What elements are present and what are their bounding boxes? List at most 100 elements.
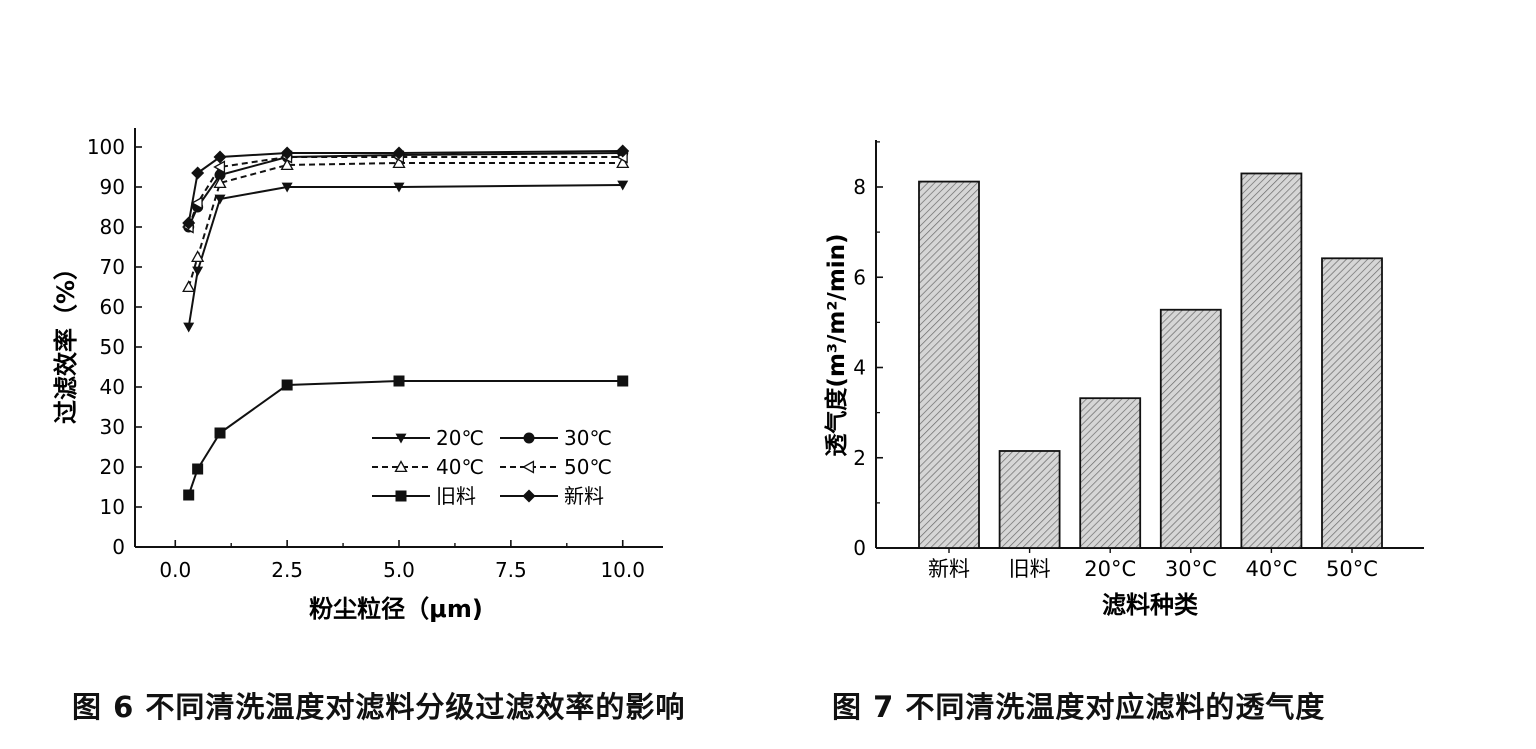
line-chart-y-tick-label: 60 <box>100 295 125 319</box>
figure-6-caption: 图 6 不同清洗温度对滤料分级过滤效率的影响 <box>72 690 686 724</box>
bar-1 <box>998 450 1061 549</box>
line-chart-y-tick-label: 100 <box>87 135 125 159</box>
legend-entry: 20℃ <box>372 426 484 450</box>
bar-chart-category-label: 20°C <box>1084 557 1136 581</box>
legend-swatch-marker <box>395 433 407 444</box>
line-chart-data-point <box>183 489 195 501</box>
line-chart-series-2 <box>182 156 630 293</box>
line-chart-data-point <box>617 375 629 387</box>
bar-chart-y-tick-label: 8 <box>853 175 866 199</box>
legend-label: 30℃ <box>564 426 612 450</box>
legend-label: 50℃ <box>564 455 612 479</box>
bar-0 <box>918 180 980 549</box>
line-chart-series-4 <box>183 375 629 501</box>
line-chart-data-point <box>213 150 227 164</box>
line-chart-x-axis-label: 粉尘粒径（μm) <box>309 595 483 623</box>
line-chart-series-0 <box>183 180 629 333</box>
line-chart-ticks: 0 10 20 30 40 50 60 70 80 90 100 0.0 2.5 5.0 7.5 10.0 <box>87 135 645 582</box>
line-chart-x-tick-label: 2.5 <box>271 558 303 582</box>
line-chart-data-point <box>213 160 226 174</box>
line-chart-y-tick-label: 70 <box>100 255 125 279</box>
line-chart-data-point <box>182 216 196 230</box>
bar-chart-y-tick-label: 0 <box>853 536 866 560</box>
legend-entry: 旧料 <box>372 484 476 508</box>
line-chart-y-tick-label: 90 <box>100 175 125 199</box>
line-chart-y-axis-label: 过滤效率（%） <box>52 256 80 424</box>
bar-chart-x-axis-label: 滤料种类 <box>1102 591 1199 619</box>
line-chart-data-point <box>182 280 196 293</box>
line-chart-y-tick-label: 10 <box>100 495 125 519</box>
bar-chart-air-permeability: 0 2 4 6 8 新料 旧料 20°C 30°C 40°C 50°C 滤料种类 透气度(m³/m²… <box>823 140 1424 619</box>
legend-entry: 新料 <box>500 484 604 508</box>
line-chart-data-point <box>191 166 205 180</box>
line-chart-x-tick-label: 0.0 <box>159 558 191 582</box>
line-chart-series-line <box>187 150 623 224</box>
line-chart-data-point <box>190 196 203 210</box>
line-chart-y-tick-label: 0 <box>112 535 125 559</box>
bar-chart-ticks: 0 2 4 6 8 新料 旧料 20°C 30°C 40°C 50°C <box>853 141 1378 581</box>
line-chart-data-point <box>192 463 204 475</box>
line-chart-x-tick-label: 10.0 <box>600 558 645 582</box>
line-chart-data-point <box>616 144 630 158</box>
line-chart-data-point <box>280 146 294 160</box>
legend-entry: 40℃ <box>372 455 484 479</box>
line-chart-x-tick-label: 5.0 <box>383 558 415 582</box>
line-chart-filtration-efficiency: 0 10 20 30 40 50 60 70 80 90 100 0.0 2.5 5.0 7.5 10.0 2… <box>52 128 663 623</box>
line-chart-series-line <box>187 156 623 228</box>
line-chart-data-point <box>393 375 405 387</box>
line-chart-series-1 <box>183 147 629 233</box>
line-chart-data-point <box>393 182 405 193</box>
bar-4 <box>1240 172 1303 549</box>
legend-label: 20℃ <box>436 426 484 450</box>
legend-label: 旧料 <box>436 484 476 508</box>
line-chart-data-point <box>191 250 205 263</box>
legend-swatch-marker <box>522 460 535 474</box>
line-chart-series-5 <box>182 144 630 230</box>
line-chart-y-tick-label: 40 <box>100 375 125 399</box>
line-chart-x-tick-label: 7.5 <box>495 558 527 582</box>
bar-chart-category-label: 50°C <box>1326 557 1378 581</box>
bar-chart-category-label: 40°C <box>1245 557 1297 581</box>
line-chart-data-point <box>616 156 630 169</box>
legend-swatch-marker <box>394 460 408 473</box>
line-chart-series-line <box>187 162 623 288</box>
legend-swatch-marker <box>523 432 535 444</box>
line-chart-data-point <box>213 176 227 189</box>
line-chart-data-point <box>214 194 226 205</box>
bar-chart-y-tick-label: 4 <box>853 356 866 380</box>
line-chart-series <box>181 144 630 501</box>
line-chart-data-point <box>214 427 226 439</box>
legend-entry: 50℃ <box>500 455 612 479</box>
line-chart-series-line <box>187 152 623 228</box>
line-chart-y-tick-label: 20 <box>100 455 125 479</box>
bar-2 <box>1079 397 1142 549</box>
bar-chart-y-tick-label: 2 <box>853 446 866 470</box>
line-chart-data-point <box>183 322 195 333</box>
legend-swatch-marker <box>522 489 536 503</box>
line-chart-y-tick-label: 30 <box>100 415 125 439</box>
line-chart-data-point <box>617 180 629 191</box>
legend-swatch-marker <box>395 490 407 502</box>
line-chart-y-tick-label: 50 <box>100 335 125 359</box>
bar-chart-category-label: 旧料 <box>1009 557 1051 581</box>
legend-entry: 30℃ <box>500 426 612 450</box>
bar-3 <box>1159 308 1222 549</box>
figure-7-caption: 图 7 不同清洗温度对应滤料的透气度 <box>832 690 1326 724</box>
line-chart-data-point <box>392 146 406 160</box>
line-chart-data-point <box>280 158 294 171</box>
line-chart-y-tick-label: 80 <box>100 215 125 239</box>
legend-label: 新料 <box>564 484 604 508</box>
line-chart-series-line <box>187 184 623 328</box>
bar-5 <box>1321 257 1383 549</box>
bar-chart-category-label: 新料 <box>928 557 970 581</box>
bar-chart-category-label: 30°C <box>1165 557 1217 581</box>
line-chart-data-point <box>392 156 406 169</box>
legend-label: 40℃ <box>436 455 484 479</box>
line-chart-data-point <box>281 379 293 391</box>
bar-chart-bars <box>918 172 1383 549</box>
line-chart-data-point <box>281 182 293 193</box>
line-chart-legend: 20℃ 30℃ 40℃ 50℃ 旧料 新料 <box>372 426 612 508</box>
line-chart-data-point <box>192 266 204 277</box>
bar-chart-y-tick-label: 6 <box>853 265 866 289</box>
